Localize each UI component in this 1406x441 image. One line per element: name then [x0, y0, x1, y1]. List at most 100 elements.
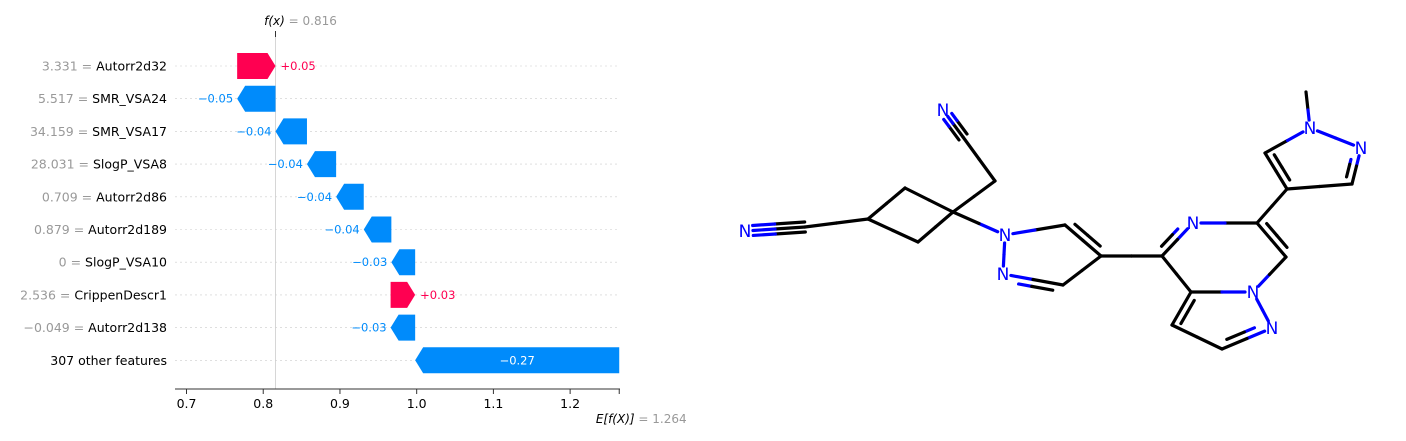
bond-line: [1333, 136, 1356, 147]
x-tick-label: 1.2: [560, 396, 580, 411]
bond-line: [1350, 164, 1359, 186]
row-gridlines: [175, 65, 620, 361]
contribution-label: +0.03: [420, 288, 455, 302]
atom-label: N: [997, 265, 1010, 285]
bond-line: [891, 228, 920, 244]
feature-value: 0.879 =: [34, 222, 88, 237]
bond-line: [1195, 335, 1224, 351]
feature-name: CrippenDescr1: [74, 287, 167, 302]
bond-line: [1179, 310, 1190, 326]
atom-label: N: [1355, 139, 1368, 159]
bond-line: [1344, 162, 1352, 179]
bond-line: [1175, 227, 1190, 242]
feature-name: 307 other features: [50, 353, 167, 368]
atom-label: N: [999, 226, 1012, 246]
bond-line: [1255, 204, 1274, 225]
bond-line: [1285, 184, 1322, 191]
bond-line: [1061, 268, 1084, 287]
bond-line: [1306, 108, 1311, 122]
atom-label: N: [1304, 119, 1317, 139]
bond-line: [1304, 90, 1310, 112]
bond-line: [1009, 273, 1035, 282]
bond-line: [1031, 277, 1065, 287]
shap-waterfall-chart: +0.05 −0.05 −0.04 −0.04 −0.04 −0.04 −0.03 +0.03…: [20, 14, 686, 426]
bond-line: [1073, 222, 1090, 237]
x-tick-label: 0.7: [177, 396, 197, 411]
bond-line: [751, 232, 777, 238]
x-tick-label: 1.0: [407, 396, 427, 411]
bond-line: [1317, 182, 1354, 189]
feature-value: 2.536 =: [20, 287, 74, 302]
contribution-bar: [306, 151, 337, 178]
bond-line: [972, 179, 997, 199]
bond-line: [773, 220, 807, 226]
bond-line: [946, 114, 955, 126]
contribution-bar: [237, 85, 276, 112]
bond-line: [1270, 187, 1289, 208]
contribution-bar: [391, 249, 416, 276]
feature-value: 0 =: [59, 255, 85, 270]
bond-line: [1001, 252, 1006, 268]
contribution-label: −0.03: [351, 321, 386, 335]
bond-line: [1274, 169, 1289, 191]
feature-label: 3.331 = Autorr2d32: [42, 59, 167, 74]
bond-line: [773, 230, 807, 236]
feature-label: 28.031 = SlogP_VSA8: [31, 157, 167, 172]
x-tick-label: 0.9: [330, 396, 350, 411]
bond-line: [1011, 228, 1037, 236]
contribution-label: −0.04: [268, 157, 303, 171]
bond-line: [1033, 223, 1067, 232]
bond-line: [773, 225, 807, 231]
contribution-label: −0.05: [198, 92, 233, 106]
bond-line: [1080, 254, 1103, 273]
contribution-bars: +0.05 −0.05 −0.04 −0.04 −0.04 −0.04 −0.03 +0.03…: [198, 53, 620, 374]
bond-line: [1263, 151, 1278, 173]
bond-line: [951, 210, 981, 226]
fx-annotation: f(x) = 0.816: [264, 14, 337, 28]
bond-line: [1272, 153, 1284, 169]
bond-line: [1185, 298, 1196, 314]
bond-line: [1030, 284, 1055, 292]
contribution-label: −0.04: [324, 223, 359, 237]
feature-value: 28.031 =: [31, 157, 93, 172]
feature-name: SlogP_VSA10: [85, 255, 167, 270]
bond-line: [903, 186, 931, 202]
contribution-bar: [390, 281, 416, 308]
bond-line: [927, 198, 955, 214]
atom-label: N: [739, 222, 752, 242]
bond-line: [1263, 138, 1290, 155]
bond-line: [1265, 221, 1279, 238]
bond-line: [1260, 308, 1270, 323]
contribution-label: −0.27: [500, 353, 535, 367]
feature-label: 5.517 = SMR_VSA24: [38, 91, 167, 106]
contribution-bar: [336, 183, 364, 210]
atom-label: N: [1187, 214, 1200, 234]
bond-line: [1354, 154, 1361, 168]
ex-label: E[f(X)]: [596, 412, 635, 426]
bond-line: [1170, 323, 1199, 339]
expected-value-annotation: E[f(X)] = 1.264: [596, 412, 687, 426]
atom-label: N: [1247, 283, 1260, 303]
bond-line: [1174, 272, 1193, 294]
bond-line: [947, 124, 961, 142]
bond-line: [1081, 238, 1103, 258]
bond-line: [803, 221, 839, 229]
bond-line: [1245, 329, 1267, 341]
contribution-bar: [275, 118, 307, 145]
bond-line: [834, 217, 870, 225]
bond-line: [866, 201, 889, 221]
feature-label: 307 other features: [50, 353, 167, 368]
bond-line: [1160, 237, 1180, 258]
bond-line: [1255, 297, 1265, 312]
bond-line: [1275, 233, 1289, 249]
feature-value: −0.049 =: [23, 320, 88, 335]
feature-label: 34.159 = SMR_VSA17: [30, 124, 167, 139]
contribution-label: +0.05: [281, 59, 316, 73]
x-tick-label: 0.8: [253, 396, 273, 411]
feature-label: 0 = SlogP_VSA10: [59, 255, 167, 270]
feature-name: Autorr2d138: [88, 320, 167, 335]
feature-name: SMR_VSA17: [92, 124, 167, 139]
bond-line: [884, 186, 907, 206]
